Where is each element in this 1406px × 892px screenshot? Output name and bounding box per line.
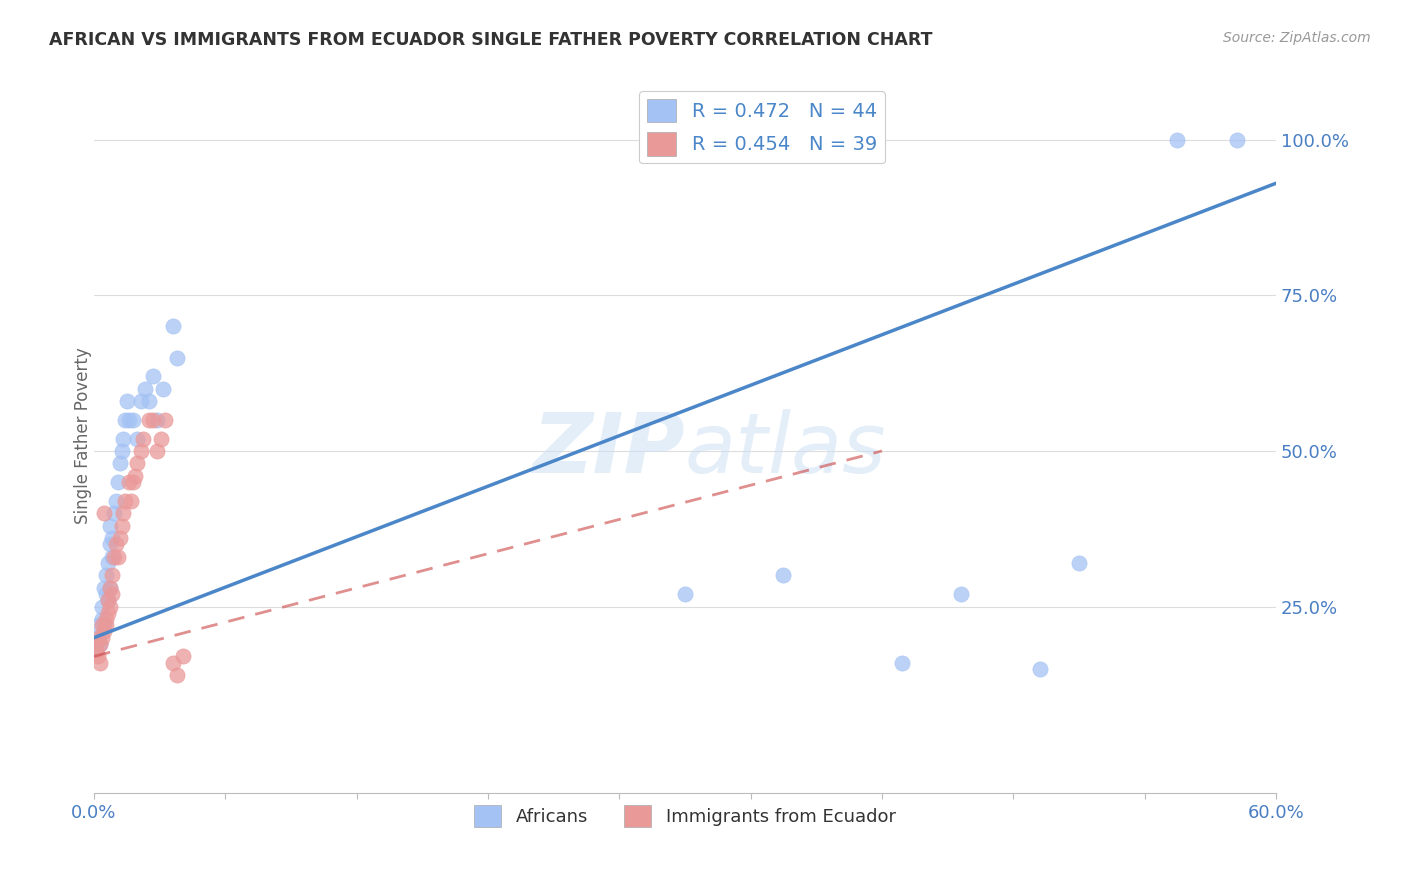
Point (890, 656, 912, 670)
Point (93, 618, 115, 632)
Point (138, 394, 160, 409)
Point (138, 413, 160, 427)
Point (100, 531, 122, 545)
Point (673, 587, 696, 601)
Point (84, 643, 107, 657)
Point (104, 493, 127, 508)
Point (97, 593, 120, 607)
Point (104, 537, 127, 551)
Point (1028, 662, 1050, 676)
Point (142, 369, 165, 384)
Y-axis label: Single Father Poverty: Single Father Poverty (75, 347, 91, 524)
Point (97, 593, 120, 607)
Point (129, 394, 152, 409)
Text: Source: ZipAtlas.com: Source: ZipAtlas.com (1223, 31, 1371, 45)
Text: AFRICAN VS IMMIGRANTS FROM ECUADOR SINGLE FATHER POVERTY CORRELATION CHART: AFRICAN VS IMMIGRANTS FROM ECUADOR SINGL… (49, 31, 932, 49)
Point (94, 612, 117, 626)
Point (142, 413, 165, 427)
Text: ZIP: ZIP (533, 409, 685, 491)
Point (127, 457, 149, 471)
Legend: Africans, Immigrants from Ecuador: Africans, Immigrants from Ecuador (467, 798, 903, 834)
Point (127, 432, 149, 446)
Point (107, 475, 129, 489)
Point (112, 506, 135, 520)
Point (132, 432, 155, 446)
Point (103, 549, 125, 564)
Point (110, 444, 132, 458)
Point (118, 475, 141, 489)
Point (89, 637, 111, 651)
Point (153, 413, 176, 427)
Point (134, 382, 156, 396)
Point (87, 649, 110, 664)
Point (98, 537, 121, 551)
Point (146, 413, 169, 427)
Point (120, 493, 142, 508)
Point (94, 587, 117, 601)
Point (90, 599, 112, 614)
Point (87, 618, 110, 632)
Point (107, 549, 129, 564)
Point (94, 618, 117, 632)
Point (1225, 133, 1247, 147)
Point (93, 506, 115, 520)
Point (1166, 133, 1188, 147)
Point (100, 568, 122, 582)
Point (124, 468, 146, 483)
Point (114, 493, 136, 508)
Point (162, 656, 184, 670)
Point (117, 394, 139, 409)
Text: atlas: atlas (685, 409, 887, 491)
Point (172, 649, 194, 664)
Point (89, 637, 111, 651)
Point (89, 656, 111, 670)
Point (93, 581, 115, 595)
Point (90, 612, 112, 626)
Point (98, 599, 121, 614)
Point (108, 531, 131, 545)
Point (122, 413, 145, 427)
Point (772, 568, 794, 582)
Point (84, 643, 107, 657)
Point (166, 668, 188, 682)
Point (97, 556, 120, 570)
Point (98, 581, 121, 595)
Point (1067, 556, 1090, 570)
Point (94, 568, 117, 582)
Point (122, 475, 145, 489)
Point (112, 432, 135, 446)
Point (87, 631, 110, 645)
Point (97, 606, 120, 620)
Point (949, 587, 972, 601)
Point (90, 631, 112, 645)
Point (98, 518, 121, 533)
Point (93, 624, 115, 639)
Point (118, 413, 141, 427)
Point (100, 587, 122, 601)
Point (90, 618, 112, 632)
Point (129, 444, 152, 458)
Point (114, 413, 136, 427)
Point (152, 382, 174, 396)
Point (146, 444, 169, 458)
Point (110, 518, 132, 533)
Point (166, 351, 188, 365)
Point (87, 631, 110, 645)
Point (103, 506, 125, 520)
Point (98, 581, 121, 595)
Point (149, 432, 172, 446)
Point (108, 457, 131, 471)
Point (100, 549, 122, 564)
Point (162, 319, 184, 334)
